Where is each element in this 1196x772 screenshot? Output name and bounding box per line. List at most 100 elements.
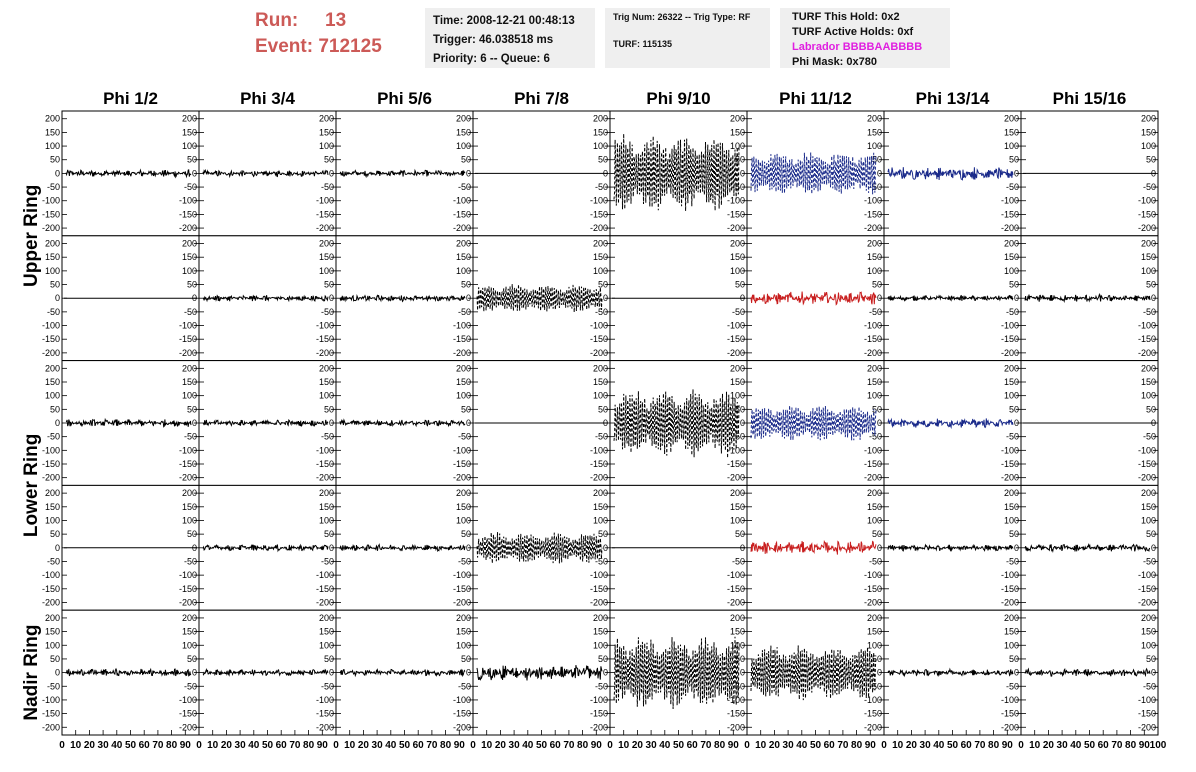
y-tick-label: -150 <box>727 584 745 594</box>
y-tick-label: 200 <box>593 114 608 124</box>
y-tick-label: -200 <box>864 348 882 358</box>
y-tick-label: 50 <box>735 280 745 290</box>
x-tick-label: 0 <box>744 740 750 751</box>
waveform-trace <box>339 418 466 428</box>
y-tick-label: 100 <box>730 141 745 151</box>
y-tick-label: 50 <box>598 404 608 414</box>
y-tick-label: -200 <box>179 223 197 233</box>
y-tick-label: 100 <box>182 266 197 276</box>
y-tick-label: 200 <box>1141 613 1156 623</box>
y-tick-label: 50 <box>1009 529 1019 539</box>
y-tick-label: 50 <box>1146 155 1156 165</box>
waveform-trace <box>750 291 877 306</box>
x-tick-label: 70 <box>974 740 986 751</box>
y-tick-label: -100 <box>453 321 471 331</box>
y-tick-label: -150 <box>590 209 608 219</box>
y-tick-label: 100 <box>730 515 745 525</box>
x-tick-label: 50 <box>810 740 822 751</box>
y-tick-label: 100 <box>867 391 882 401</box>
y-tick-label: -100 <box>453 570 471 580</box>
y-tick-label: -100 <box>590 695 608 705</box>
x-tick-label: 90 <box>1002 740 1014 751</box>
y-tick-label: 200 <box>45 363 60 373</box>
y-tick-label: 0 <box>740 668 745 678</box>
y-tick-label: 200 <box>45 488 60 498</box>
x-tick-label: 20 <box>495 740 507 751</box>
x-tick-label: 10 <box>1029 740 1041 751</box>
y-tick-label: -100 <box>453 695 471 705</box>
y-tick-label: 100 <box>730 391 745 401</box>
y-tick-label: 200 <box>1004 114 1019 124</box>
y-tick-label: 200 <box>456 239 471 249</box>
x-tick-label: 70 <box>152 740 164 751</box>
y-tick-label: 0 <box>1151 543 1156 553</box>
y-tick-label: -150 <box>316 584 334 594</box>
y-tick-label: -100 <box>316 196 334 206</box>
y-tick-label: 50 <box>461 280 471 290</box>
x-tick-label: 60 <box>687 740 699 751</box>
x-tick-label: 10 <box>344 740 356 751</box>
x-tick-label: 40 <box>111 740 123 751</box>
y-tick-label: -50 <box>458 432 471 442</box>
y-tick-label: 150 <box>456 377 471 387</box>
y-tick-label: 0 <box>603 543 608 553</box>
y-tick-label: -50 <box>1006 681 1019 691</box>
x-tick-label: 100 <box>1150 740 1167 751</box>
y-tick-label: -50 <box>1143 556 1156 566</box>
y-tick-label: -100 <box>864 695 882 705</box>
waveform-trace <box>887 667 1014 678</box>
y-tick-label: 150 <box>1004 502 1019 512</box>
y-tick-label: -200 <box>1001 597 1019 607</box>
x-tick-label: 50 <box>673 740 685 751</box>
y-tick-label: -50 <box>458 182 471 192</box>
x-tick-label: 0 <box>59 740 65 751</box>
y-tick-label: -150 <box>864 334 882 344</box>
waveform-trace <box>750 539 877 555</box>
y-tick-label: 100 <box>593 266 608 276</box>
y-tick-label: -200 <box>590 473 608 483</box>
y-tick-label: 200 <box>1141 363 1156 373</box>
y-tick-label: 150 <box>867 377 882 387</box>
y-tick-label: -150 <box>42 584 60 594</box>
y-tick-label: 150 <box>456 502 471 512</box>
y-tick-label: 50 <box>1146 529 1156 539</box>
y-tick-label: -150 <box>42 459 60 469</box>
y-tick-label: 150 <box>319 502 334 512</box>
y-tick-label: 0 <box>329 668 334 678</box>
y-tick-label: 100 <box>319 391 334 401</box>
y-tick-label: 0 <box>740 418 745 428</box>
y-tick-label: 100 <box>456 640 471 650</box>
y-tick-label: 100 <box>45 515 60 525</box>
y-tick-label: -50 <box>1006 182 1019 192</box>
x-tick-label: 0 <box>1018 740 1024 751</box>
y-tick-label: -100 <box>453 196 471 206</box>
y-tick-label: -200 <box>1138 597 1156 607</box>
y-tick-label: -50 <box>732 307 745 317</box>
y-tick-label: -200 <box>727 223 745 233</box>
y-tick-label: 100 <box>1004 266 1019 276</box>
trig-num-line: Trig Num: 26322 -- Trig Type: RF <box>613 12 751 22</box>
x-tick-label: 40 <box>1070 740 1082 751</box>
y-tick-label: 200 <box>319 488 334 498</box>
y-tick-label: 50 <box>50 155 60 165</box>
y-tick-label: -150 <box>42 709 60 719</box>
y-tick-label: -200 <box>1138 722 1156 732</box>
y-tick-label: 0 <box>329 418 334 428</box>
x-tick-label: 10 <box>481 740 493 751</box>
y-tick-label: 100 <box>730 640 745 650</box>
priority-line: Priority: 6 -- Queue: 6 <box>433 53 550 65</box>
y-tick-label: -50 <box>458 681 471 691</box>
y-tick-label: -150 <box>179 709 197 719</box>
y-tick-label: 200 <box>867 114 882 124</box>
x-tick-label: 30 <box>235 740 247 751</box>
y-tick-label: 50 <box>461 155 471 165</box>
column-header: Phi 7/8 <box>514 89 569 108</box>
x-tick-label: 0 <box>470 740 476 751</box>
y-tick-label: 150 <box>1004 627 1019 637</box>
column-header: Phi 1/2 <box>103 89 158 108</box>
x-tick-label: 20 <box>1043 740 1055 751</box>
y-tick-label: -50 <box>184 307 197 317</box>
y-tick-label: 100 <box>867 640 882 650</box>
y-tick-label: 50 <box>872 155 882 165</box>
y-tick-label: 150 <box>319 252 334 262</box>
